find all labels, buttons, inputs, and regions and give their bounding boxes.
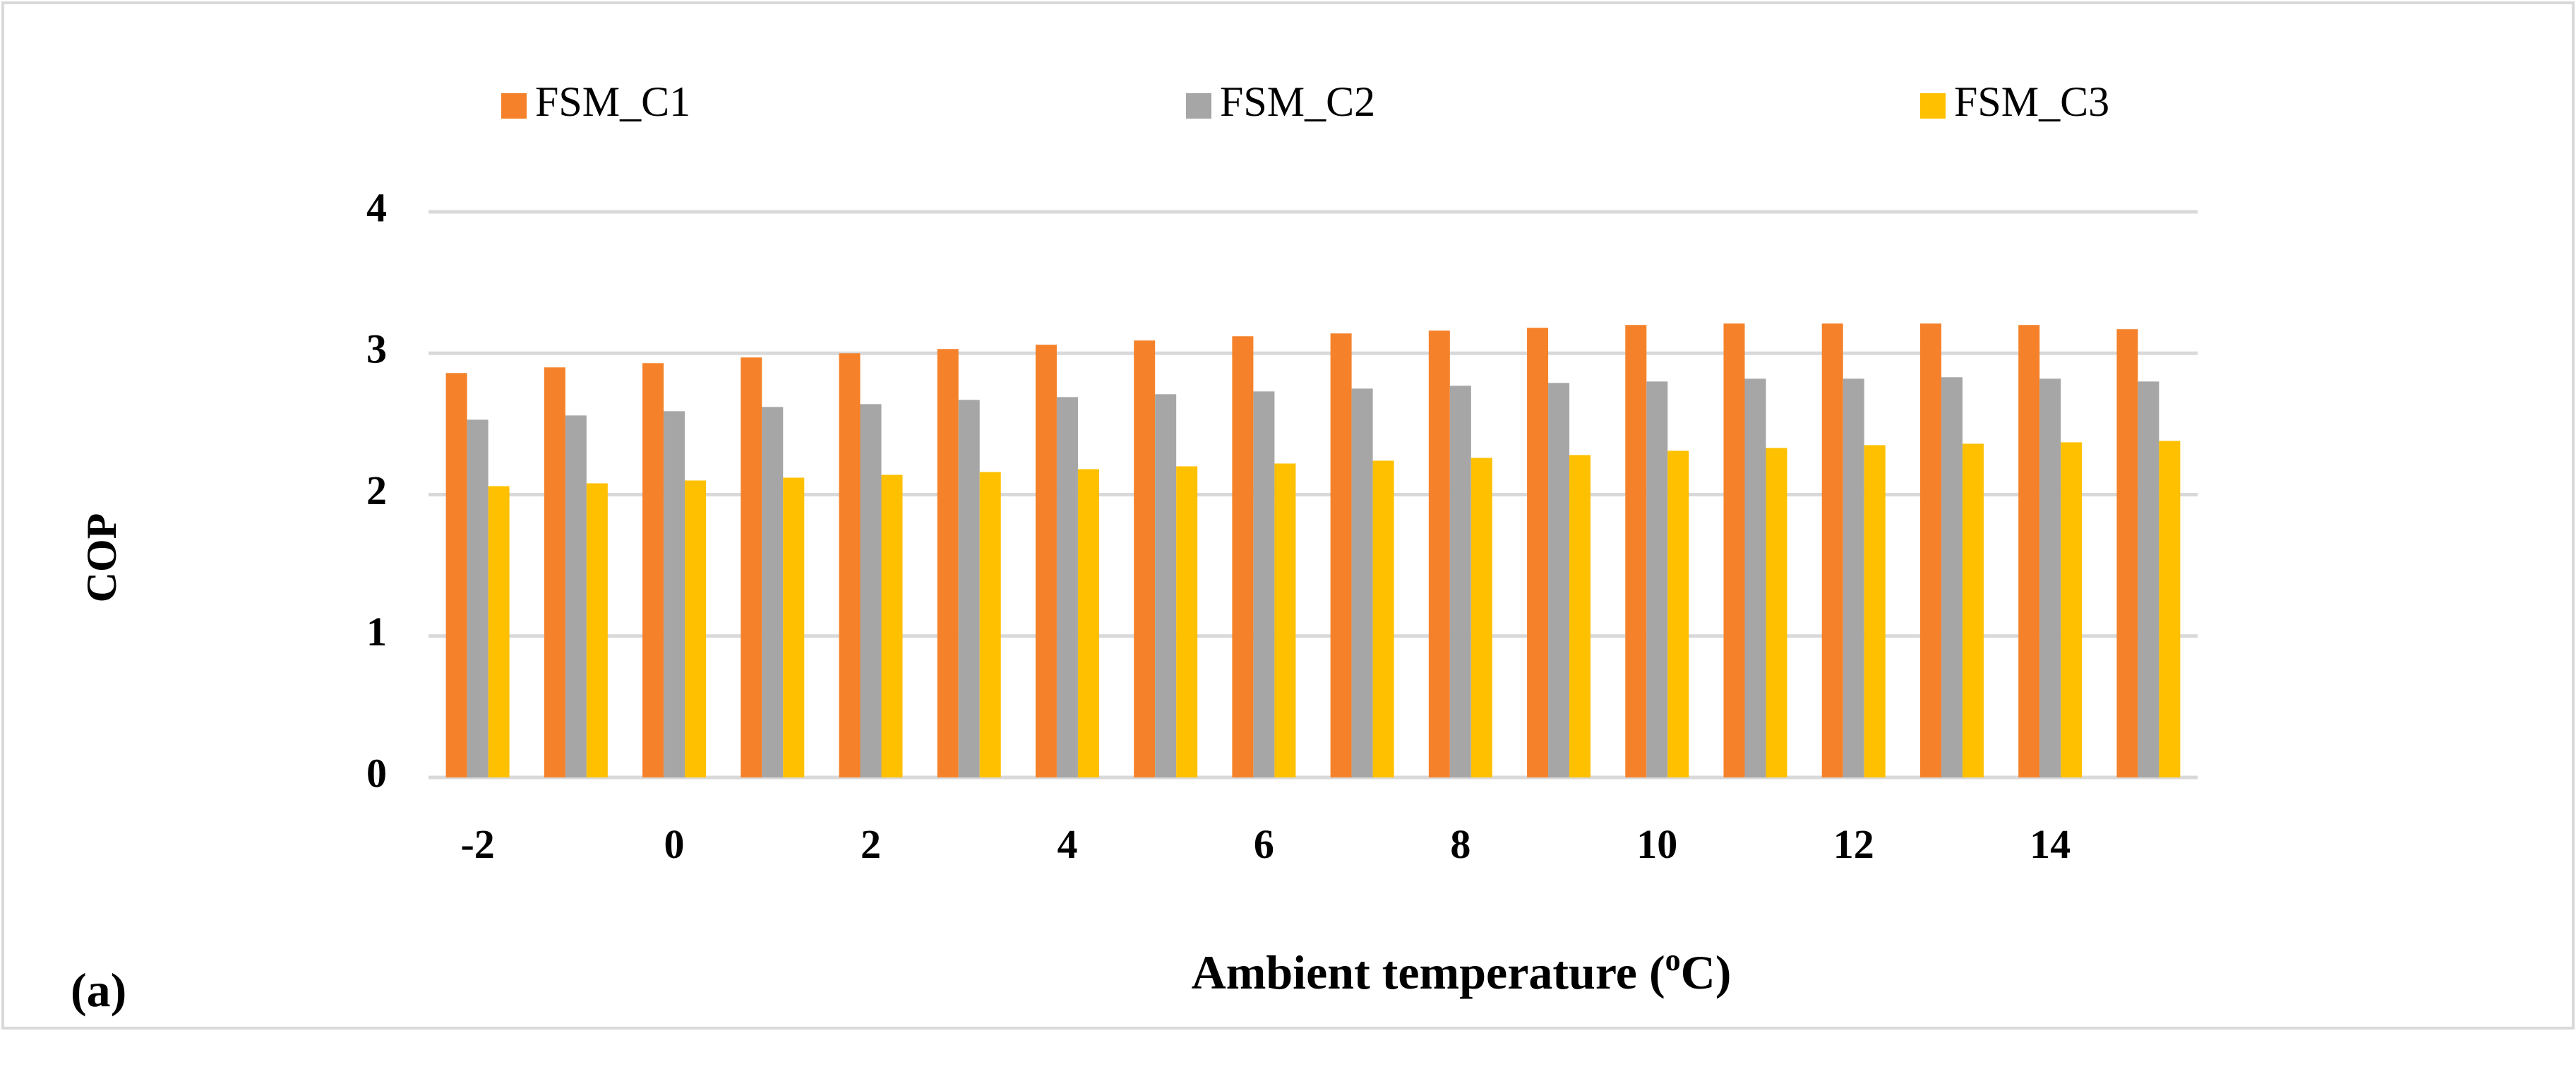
bar-fsm-c3 [979, 472, 1001, 777]
x-tick-label: 10 [1636, 821, 1677, 867]
bar-fsm-c2 [860, 404, 882, 777]
bar-fsm-c1 [1919, 323, 1941, 777]
bar-fsm-c3 [1962, 443, 1984, 777]
bar-fsm-c2 [565, 415, 587, 777]
bar-fsm-c1 [1232, 336, 1254, 778]
x-tick-label: 4 [1057, 821, 1077, 867]
bar-fsm-c1 [445, 373, 467, 777]
bar-fsm-c2 [664, 411, 685, 777]
bar-fsm-c1 [2018, 325, 2040, 777]
bar-fsm-c2 [1941, 377, 1963, 777]
x-tick-label: -2 [460, 821, 494, 867]
bar-fsm-c1 [1821, 323, 1843, 777]
legend-label: FSM_C3 [1954, 78, 2109, 125]
panel-label: (a) [71, 963, 126, 1017]
bar-fsm-c1 [741, 357, 762, 777]
x-axis-label-superscript: o [1665, 943, 1681, 977]
legend: FSM_C1 FSM_C2 FSM_C3 [501, 78, 2109, 125]
bar-fsm-c1 [544, 367, 565, 777]
bar-fsm-c2 [1056, 397, 1078, 777]
bar-fsm-c3 [586, 483, 608, 777]
bar-fsm-c2 [1351, 388, 1373, 777]
bar-fsm-c3 [881, 475, 903, 777]
bar-fsm-c1 [1330, 333, 1352, 778]
bar-fsm-c1 [839, 353, 861, 777]
legend-label: FSM_C1 [535, 78, 690, 125]
bar-fsm-c1 [937, 349, 959, 777]
bar-fsm-c2 [2039, 378, 2061, 777]
bar-fsm-c2 [1646, 381, 1668, 777]
y-tick-label: 1 [366, 609, 387, 655]
y-axis-label: COP [78, 513, 125, 603]
bar-fsm-c3 [1077, 469, 1099, 777]
x-tick-label: 0 [664, 821, 685, 867]
x-tick-label: 6 [1254, 821, 1274, 867]
y-axis-ticks: 0 1 2 3 4 [366, 184, 387, 796]
bar-fsm-c2 [958, 400, 980, 777]
legend-swatch [1920, 93, 1946, 119]
y-tick-label: 4 [366, 184, 387, 230]
bar-fsm-c3 [685, 480, 707, 777]
x-axis-label-end: C) [1681, 945, 1732, 999]
y-tick-label: 0 [366, 750, 387, 796]
bar-fsm-c2 [467, 419, 489, 777]
x-axis-ticks: -2 0 2 4 6 8 10 12 14 [460, 821, 2071, 867]
bar-fsm-c2 [1843, 378, 1864, 777]
bar-fsm-c3 [783, 477, 805, 777]
bar-fsm-c2 [1449, 386, 1471, 777]
x-tick-label: 14 [2030, 821, 2071, 867]
legend-label: FSM_C2 [1220, 78, 1375, 125]
bar-fsm-c2 [2138, 381, 2159, 777]
bar-fsm-c2 [1744, 378, 1766, 777]
bar-fsm-c1 [1428, 330, 1450, 778]
bar-fsm-c3 [1569, 455, 1591, 777]
gridlines [429, 210, 2198, 780]
x-axis-label: Ambient temperature (oC) [1192, 943, 1732, 999]
bar-fsm-c3 [1274, 463, 1296, 777]
x-tick-label: 12 [1833, 821, 1874, 867]
bar-fsm-c3 [488, 486, 510, 777]
bar-fsm-c1 [2116, 329, 2138, 777]
bar-fsm-c3 [2159, 441, 2181, 777]
bar-fsm-c2 [1548, 383, 1570, 777]
bar-fsm-c2 [1253, 391, 1275, 777]
bar-fsm-c1 [642, 363, 664, 777]
bar-fsm-c1 [1723, 323, 1745, 777]
bar-fsm-c3 [2061, 442, 2083, 777]
bar-fsm-c3 [1667, 451, 1689, 777]
x-axis-label-main: Ambient temperature ( [1192, 945, 1665, 999]
legend-swatch [1186, 93, 1211, 119]
bar-fsm-c1 [1527, 328, 1549, 778]
legend-swatch [501, 93, 527, 119]
y-tick-label: 2 [366, 467, 387, 513]
y-tick-label: 3 [366, 326, 387, 372]
bars [445, 323, 2181, 778]
bar-fsm-c3 [1864, 445, 1886, 777]
bar-fsm-c2 [762, 407, 784, 777]
bar-fsm-c2 [1155, 394, 1177, 777]
bar-fsm-c1 [1035, 345, 1057, 777]
bar-fsm-c3 [1176, 466, 1198, 777]
bar-fsm-c3 [1372, 460, 1394, 777]
bar-fsm-c3 [1766, 448, 1787, 777]
x-tick-label: 2 [861, 821, 881, 867]
bar-fsm-c1 [1625, 325, 1647, 777]
bar-fsm-c1 [1134, 340, 1156, 777]
bar-fsm-c3 [1470, 458, 1492, 777]
x-tick-label: 8 [1450, 821, 1470, 867]
